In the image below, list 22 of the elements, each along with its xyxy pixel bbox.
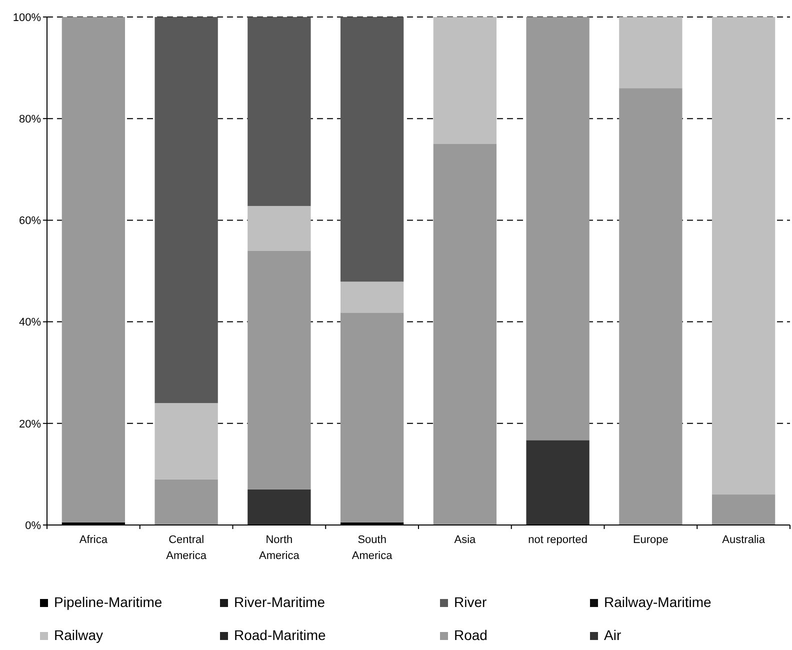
y-tick-label: 60% <box>18 215 42 228</box>
legend-label: Road-Maritime <box>234 627 326 643</box>
y-tick-label: 0% <box>25 520 42 532</box>
x-tick-label: North America <box>259 534 300 562</box>
y-tick-label: 20% <box>18 418 42 430</box>
x-tick-label: South America <box>352 534 394 562</box>
x-tick-label: Australia <box>722 534 766 546</box>
y-tick-label: 40% <box>18 316 42 329</box>
x-tick-label: not reported <box>528 534 588 546</box>
x-tick-label: Central America <box>166 534 208 562</box>
legend-label: River <box>454 594 488 610</box>
legend-label: Pipeline-Maritime <box>54 594 162 610</box>
x-tick-label: Asia <box>454 534 477 546</box>
legend-label: Railway <box>54 627 104 643</box>
y-tick-label: 80% <box>18 113 42 126</box>
legend-label: Railway-Maritime <box>604 594 712 610</box>
x-tick-label: Europe <box>632 534 668 546</box>
legend-label: Road <box>454 627 488 643</box>
legend-label: River-Maritime <box>234 594 326 610</box>
legend-label: Air <box>604 627 622 643</box>
y-tick-label: 100% <box>12 12 42 24</box>
x-tick-label: Africa <box>79 534 108 546</box>
